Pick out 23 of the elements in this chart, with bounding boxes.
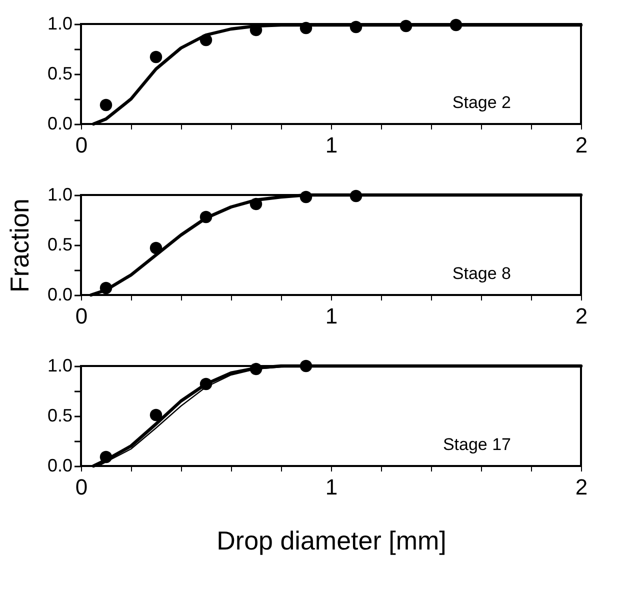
annotation: Stage 17: [442, 435, 511, 454]
y-tick-label: 0.0: [47, 284, 72, 304]
annotation: Stage 8: [452, 264, 511, 283]
x-tick-label: 2: [575, 132, 588, 158]
x-tick-label: 2: [575, 474, 588, 500]
x-tick-label: 2: [575, 304, 588, 328]
y-tick-label: 0.0: [47, 114, 72, 134]
y-tick-label: 1.0: [47, 14, 72, 34]
y-tick-label: 1.0: [47, 356, 72, 376]
y-tick-label: 1.0: [47, 184, 72, 204]
x-tick-label: 1: [325, 474, 338, 500]
y-tick-label: 0.5: [47, 406, 72, 426]
x-tick-label: 0: [75, 132, 88, 158]
y-tick-label: 0.5: [47, 64, 72, 84]
x-axis-title: Drop diameter [mm]: [216, 526, 446, 556]
x-tick-label: 1: [325, 132, 338, 158]
x-tick-label: 1: [325, 304, 338, 328]
y-axis-title: Fraction: [4, 198, 34, 292]
y-tick-label: 0.5: [47, 234, 72, 254]
x-tick-label: 0: [75, 474, 88, 500]
y-tick-label: 0.0: [47, 456, 72, 476]
annotation: Stage 2: [452, 93, 511, 112]
x-tick-label: 0: [75, 304, 88, 328]
